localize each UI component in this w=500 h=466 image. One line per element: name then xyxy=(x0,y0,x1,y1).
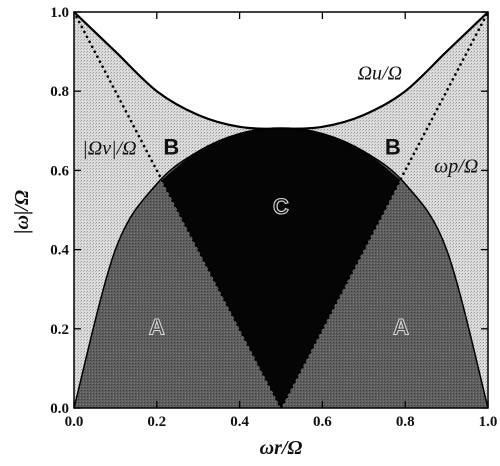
region-label-b: B xyxy=(163,134,179,159)
plot-frame xyxy=(73,11,489,409)
y-tick-label: 0.8 xyxy=(50,84,69,100)
omega-u-curve xyxy=(74,12,488,130)
omega-v-dotted-line xyxy=(74,12,488,408)
region-label-a: A xyxy=(393,315,409,340)
x-tick-label: 0.8 xyxy=(396,414,415,430)
x-tick-label: 0.0 xyxy=(65,414,84,430)
y-tick-label: 0.4 xyxy=(50,243,69,259)
x-tick-label: 0.2 xyxy=(147,414,166,430)
axis-ticks: 0.0 0.2 0.4 0.6 0.8 1.0 0.0 0.2 0.4 0.6 0.8 1.0 xyxy=(50,5,497,430)
y-tick-label: 0.6 xyxy=(50,163,69,179)
region-c-area xyxy=(161,128,401,408)
regions-layer xyxy=(74,12,488,408)
y-axis-title: |ω|/Ω xyxy=(11,190,33,234)
y-tick-label: 0.2 xyxy=(50,322,69,338)
region-labels: A A B B C xyxy=(148,134,409,340)
curve-label: Ωu/Ω xyxy=(358,62,402,84)
y-tick-label: 1.0 xyxy=(50,5,69,21)
x-tick-label: 0.6 xyxy=(313,414,332,430)
x-axis-title: ωr/Ω xyxy=(260,437,303,459)
curve-label: |Ωv|/Ω xyxy=(82,138,136,160)
region-label-b: B xyxy=(385,134,401,159)
x-tick-label: 1.0 xyxy=(479,414,498,430)
curve-labels: Ωu/Ω |Ωv|/Ω ωp/Ω xyxy=(82,62,478,177)
x-tick-label: 0.4 xyxy=(230,414,249,430)
curves-layer xyxy=(74,12,488,408)
y-tick-label: 0.0 xyxy=(50,401,69,417)
region-label-a: A xyxy=(149,315,165,340)
omega-p-boundary xyxy=(74,127,488,408)
curve-label: ωp/Ω xyxy=(434,155,478,177)
region-label-c: C xyxy=(273,194,289,219)
